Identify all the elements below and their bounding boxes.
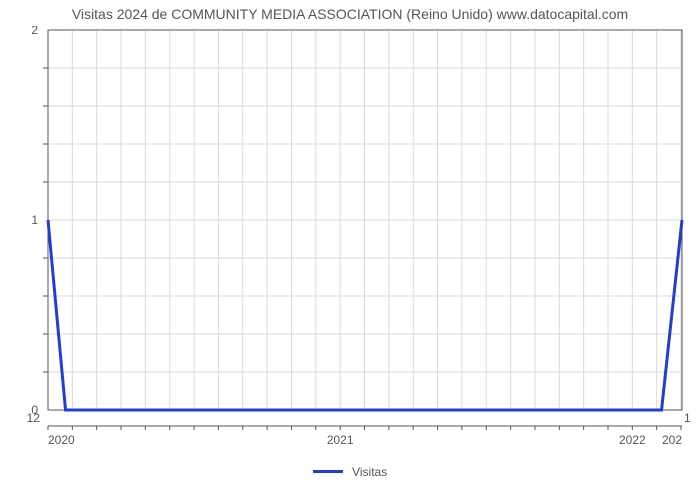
svg-text:1: 1 (31, 213, 38, 227)
svg-text:202: 202 (662, 433, 682, 447)
legend-swatch (313, 470, 343, 473)
chart-title: Visitas 2024 de COMMUNITY MEDIA ASSOCIAT… (0, 0, 700, 24)
legend: Visitas (0, 464, 700, 479)
svg-text:2022: 2022 (619, 433, 646, 447)
chart-svg: 012121202020212022202 (0, 26, 700, 470)
svg-text:2020: 2020 (48, 433, 75, 447)
legend-label: Visitas (352, 465, 387, 479)
svg-text:1: 1 (684, 411, 691, 425)
svg-text:2021: 2021 (327, 433, 354, 447)
svg-text:12: 12 (27, 411, 41, 425)
svg-text:2: 2 (31, 26, 38, 37)
chart-area: 012121202020212022202 (0, 26, 700, 470)
